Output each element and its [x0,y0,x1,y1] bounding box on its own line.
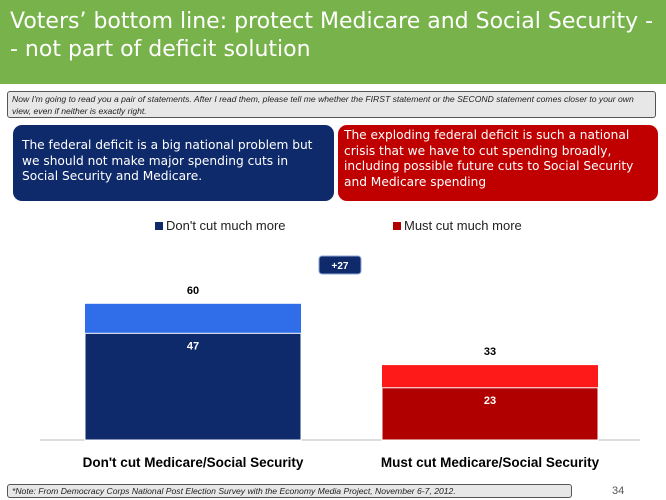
bar-strong-dont-cut [84,332,302,441]
footer-note: *Note: From Democracy Corps National Pos… [7,484,572,498]
legend-item-must-cut: Must cut much more [393,218,522,233]
legend-label-dont-cut: Don't cut much more [166,218,286,233]
page-number: 34 [612,485,625,497]
chart-legend: Don't cut much more Must cut much more [0,218,666,236]
legend-swatch-red [393,221,401,230]
slide-title: Voters’ bottom line: protect Medicare an… [10,9,654,62]
first-statement: The federal deficit is a big national pr… [13,125,334,201]
data-label-strong-must-cut: 23 [484,395,496,407]
bar-chart: 60 47 Don't cut Medicare/Social Security 33… [40,255,640,470]
difference-label: +27 [332,261,349,272]
bar-strong-must-cut [381,387,599,441]
data-label-strong-dont-cut: 47 [187,340,199,352]
legend-swatch-navy [155,221,163,230]
legend-label-must-cut: Must cut much more [404,218,522,233]
data-label-total-must-cut: 33 [484,346,496,358]
second-statement: The exploding federal deficit is such a … [338,125,658,201]
data-label-total-dont-cut: 60 [187,285,199,297]
category-label-must-cut: Must cut Medicare/Social Security [381,455,600,470]
difference-badge [318,255,362,275]
category-label-dont-cut: Don't cut Medicare/Social Security [83,455,304,470]
title-bar: Voters’ bottom line: protect Medicare an… [0,0,666,84]
survey-question: Now I'm going to read you a pair of stat… [7,91,656,118]
legend-item-dont-cut: Don't cut much more [155,218,286,233]
